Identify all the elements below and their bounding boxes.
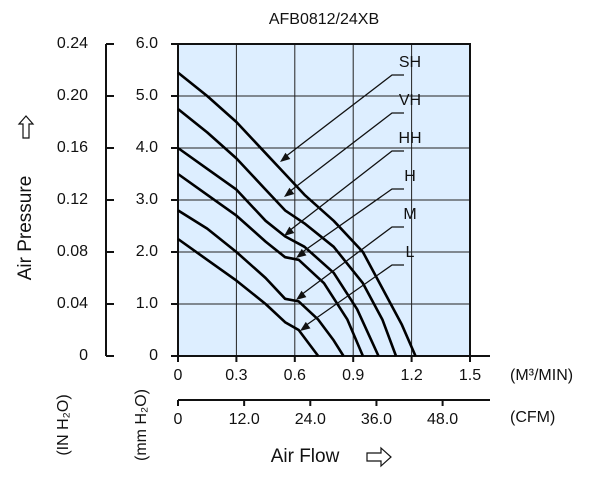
curve — [177, 209, 345, 357]
leader-line — [304, 264, 404, 327]
leader-arrow — [296, 290, 307, 300]
legend-label: VH — [399, 92, 421, 109]
x2-tick-label: 0 — [174, 411, 183, 428]
x-tick-label: 0 — [174, 367, 183, 384]
curve — [177, 237, 320, 357]
leader-arrow — [280, 152, 291, 162]
leader-line — [284, 74, 404, 158]
x-tick-label: 1.5 — [459, 367, 481, 384]
legend-label: HH — [398, 130, 421, 147]
chart-title: AFB0812/24XB — [269, 11, 379, 28]
curve — [177, 71, 417, 357]
x-tick-label: 0.9 — [342, 367, 364, 384]
x2-tick-label: 24.0 — [295, 411, 326, 428]
x-axis-label: Air Flow — [271, 446, 340, 467]
leader-arrow — [300, 321, 311, 331]
leader-arrow — [284, 187, 295, 197]
x2-tick-label: 12.0 — [229, 411, 260, 428]
leader-line — [300, 188, 404, 254]
x-tick-label: 0.6 — [284, 367, 306, 384]
leader-arrow — [296, 248, 307, 258]
right-arrow — [366, 446, 392, 468]
up-arrow — [17, 115, 35, 139]
y2-tick-label: 0.08 — [57, 243, 88, 260]
y-tick-label: 0 — [149, 347, 158, 364]
x-tick-label: 1.2 — [400, 367, 422, 384]
legend-label: M — [403, 206, 416, 223]
y-unit: (mm H₂O) — [133, 389, 150, 461]
legend-label: SH — [399, 54, 421, 71]
x-unit: (M³/MIN) — [510, 367, 573, 384]
leader-line — [288, 150, 404, 232]
y-tick-label: 4.0 — [136, 139, 158, 156]
x2-tick-label: 48.0 — [427, 411, 458, 428]
y2-tick-label: 0.12 — [57, 191, 88, 208]
y-tick-label: 1.0 — [136, 295, 158, 312]
y-tick-label: 5.0 — [136, 87, 158, 104]
x-tick-label: 0.3 — [225, 367, 247, 384]
curve — [177, 107, 398, 357]
leader-line — [288, 112, 404, 193]
curve — [177, 172, 365, 357]
y2-tick-label: 0.24 — [57, 35, 88, 52]
y2-tick-label: 0.04 — [57, 295, 88, 312]
legend-label: H — [404, 168, 416, 185]
x2-unit: (CFM) — [510, 409, 555, 426]
legend-label: L — [406, 244, 415, 261]
y-tick-label: 2.0 — [136, 243, 158, 260]
y-tick-label: 3.0 — [136, 191, 158, 208]
y-tick-label: 6.0 — [136, 35, 158, 52]
leader-arrow — [284, 226, 295, 236]
leader-line — [300, 226, 404, 296]
y2-tick-label: 0.20 — [57, 87, 88, 104]
y2-tick-label: 0 — [79, 347, 88, 364]
y2-unit: (IN H₂O) — [55, 394, 72, 455]
y2-tick-label: 0.16 — [57, 139, 88, 156]
curve — [177, 146, 380, 357]
x2-tick-label: 36.0 — [361, 411, 392, 428]
plot-frame — [177, 43, 471, 357]
y-axis-label: Air Pressure — [15, 176, 36, 281]
